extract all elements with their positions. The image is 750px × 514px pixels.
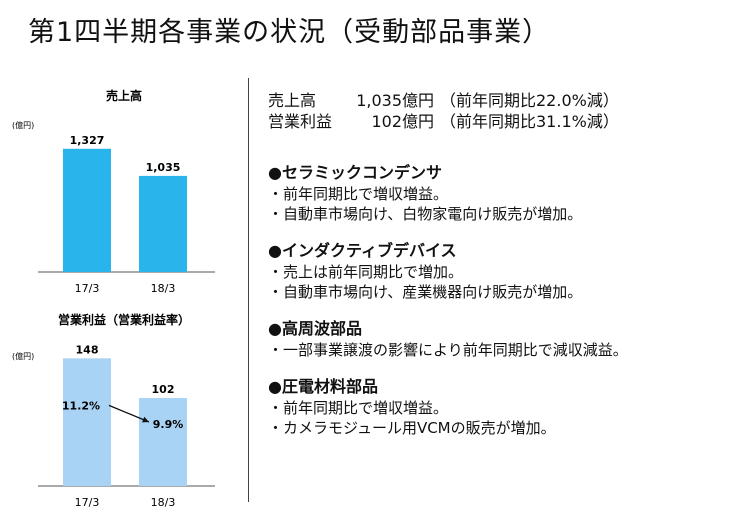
section-inductive-devices: ●インダクティブデバイス ・売上は前年同期比で増加。 ・自動車市場向け、産業機器… <box>268 240 628 302</box>
summary-block: 売上高 1,035億円 （前年同期比22.0%減） 営業利益 102億円 （前年同期比3… <box>268 90 619 132</box>
summary-row-operating-income: 営業利益 102億円 （前年同期比31.1%減） <box>268 111 619 132</box>
bar-value-label: 102 <box>152 383 175 396</box>
section-heading: ●高周波部品 <box>268 319 362 338</box>
x-tick-label: 17/3 <box>75 282 100 295</box>
section-heading: ●圧電材料部品 <box>268 377 378 396</box>
vertical-divider <box>248 78 249 502</box>
section-bullet: ・前年同期比で増収増益。 <box>268 399 449 417</box>
section-bullet: ・自動車市場向け、産業機器向け販売が増加。 <box>268 283 583 301</box>
section-heading: ●セラミックコンデンサ <box>268 163 442 182</box>
section-bullet: ・自動車市場向け、白物家電向け販売が増加。 <box>268 205 583 223</box>
summary-value: 1,035億円 <box>356 91 434 110</box>
margin-trend-arrowhead <box>142 416 149 423</box>
x-tick-label: 17/3 <box>75 496 100 509</box>
chart-unit-label: (億円) <box>12 351 34 361</box>
chart-unit-label: (億円) <box>12 120 34 130</box>
section-bullet: ・一部事業譲渡の影響により前年同期比で減収減益。 <box>268 341 628 359</box>
bar-value-label: 148 <box>76 343 99 356</box>
summary-label: 売上高 <box>268 91 317 110</box>
section-heading: ●インダクティブデバイス <box>268 241 457 260</box>
margin-label-17-3: 11.2% <box>62 399 100 412</box>
bar-17-3 <box>63 358 111 486</box>
summary-label: 営業利益 <box>268 112 333 131</box>
section-piezoelectric-components: ●圧電材料部品 ・前年同期比で増収増益。 ・カメラモジュール用VCMの販売が増加… <box>268 376 628 438</box>
business-sections: ●セラミックコンデンサ ・前年同期比で増収増益。 ・自動車市場向け、白物家電向け… <box>268 162 628 454</box>
page-title: 第1四半期各事業の状況（受動部品事業） <box>28 17 551 48</box>
chart-title: 営業利益（営業利益率） <box>58 312 190 327</box>
section-bullet: ・売上は前年同期比で増加。 <box>268 263 464 281</box>
sales-chart: 売上高 (億円) 1,327 17/3 1,035 18/3 <box>12 88 215 295</box>
x-tick-label: 18/3 <box>151 282 176 295</box>
summary-row-sales: 売上高 1,035億円 （前年同期比22.0%減） <box>268 90 619 111</box>
summary-value: 102億円 <box>371 112 434 131</box>
bar-value-label: 1,327 <box>70 134 105 147</box>
bar-18-3 <box>139 398 187 486</box>
bar-value-label: 1,035 <box>146 161 181 174</box>
summary-note: （前年同期比22.0%減） <box>440 91 619 110</box>
summary-note: （前年同期比31.1%減） <box>440 112 619 131</box>
section-ceramic-capacitors: ●セラミックコンデンサ ・前年同期比で増収増益。 ・自動車市場向け、白物家電向け… <box>268 162 628 224</box>
bar-18-3 <box>139 175 187 272</box>
section-bullet: ・カメラモジュール用VCMの販売が増加。 <box>268 419 556 437</box>
margin-label-18-3: 9.9% <box>153 418 184 431</box>
bar-17-3 <box>63 148 111 272</box>
chart-title: 売上高 <box>106 88 142 103</box>
margin-trend-arrow <box>108 404 150 423</box>
section-bullet: ・前年同期比で増収増益。 <box>268 185 449 203</box>
operating-income-chart: 営業利益（営業利益率） (億円) 148 17/3 102 18/3 11.2% 9.9% <box>12 312 215 509</box>
section-high-frequency-components: ●高周波部品 ・一部事業譲渡の影響により前年同期比で減収減益。 <box>268 318 628 360</box>
x-tick-label: 18/3 <box>151 496 176 509</box>
